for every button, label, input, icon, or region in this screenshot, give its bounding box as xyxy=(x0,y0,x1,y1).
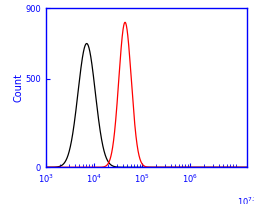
Text: $10^{7.2}$: $10^{7.2}$ xyxy=(236,196,254,204)
Y-axis label: Count: Count xyxy=(14,73,24,102)
